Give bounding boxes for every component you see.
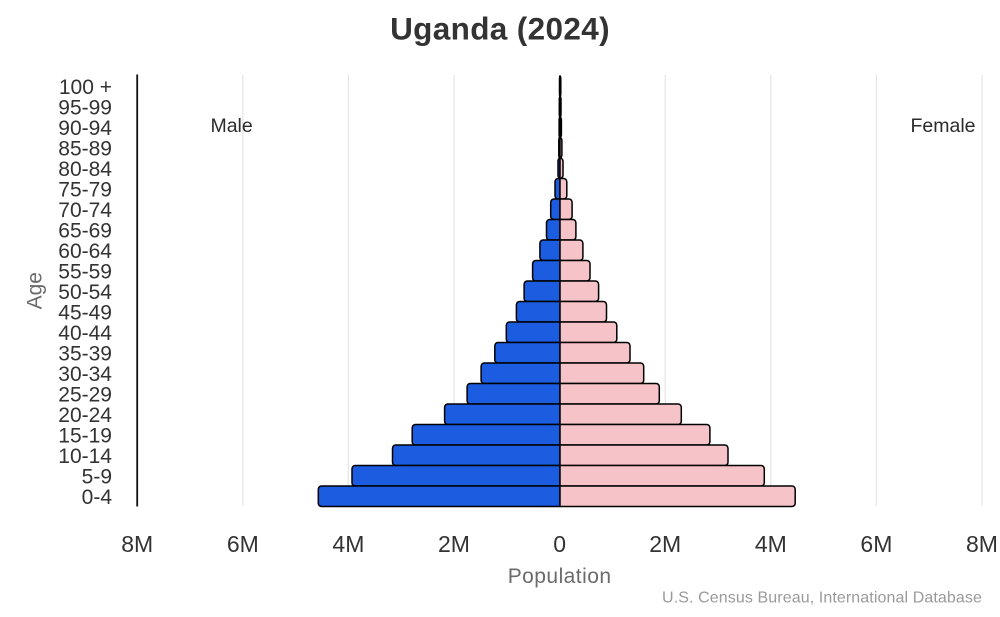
svg-text:8M: 8M bbox=[966, 531, 998, 557]
svg-text:15-19: 15-19 bbox=[58, 424, 112, 447]
svg-text:55-59: 55-59 bbox=[58, 260, 112, 283]
svg-text:0-4: 0-4 bbox=[82, 486, 113, 509]
svg-text:10-14: 10-14 bbox=[58, 445, 112, 468]
svg-text:85-89: 85-89 bbox=[58, 137, 112, 160]
svg-text:U.S. Census Bureau, Internatio: U.S. Census Bureau, International Databa… bbox=[662, 589, 982, 606]
svg-text:45-49: 45-49 bbox=[58, 301, 112, 324]
svg-text:4M: 4M bbox=[755, 531, 787, 557]
svg-text:75-79: 75-79 bbox=[58, 178, 112, 201]
svg-text:35-39: 35-39 bbox=[58, 342, 112, 365]
svg-text:6M: 6M bbox=[860, 531, 892, 557]
svg-text:4M: 4M bbox=[332, 531, 364, 557]
svg-text:Population: Population bbox=[508, 565, 612, 588]
svg-text:Female: Female bbox=[910, 115, 975, 137]
svg-text:80-84: 80-84 bbox=[58, 158, 112, 181]
svg-text:60-64: 60-64 bbox=[58, 240, 112, 263]
svg-text:70-74: 70-74 bbox=[58, 199, 112, 222]
svg-text:2M: 2M bbox=[438, 531, 470, 557]
svg-text:2M: 2M bbox=[649, 531, 681, 557]
svg-text:Uganda (2024): Uganda (2024) bbox=[390, 11, 610, 47]
svg-text:40-44: 40-44 bbox=[58, 322, 112, 345]
svg-text:Male: Male bbox=[210, 115, 252, 137]
svg-text:50-54: 50-54 bbox=[58, 281, 112, 304]
svg-text:65-69: 65-69 bbox=[58, 219, 112, 242]
svg-text:25-29: 25-29 bbox=[58, 383, 112, 406]
svg-text:0: 0 bbox=[553, 531, 566, 557]
svg-text:6M: 6M bbox=[227, 531, 259, 557]
svg-text:100 +: 100 + bbox=[59, 76, 112, 99]
svg-text:5-9: 5-9 bbox=[82, 465, 112, 488]
svg-text:20-24: 20-24 bbox=[58, 404, 112, 427]
svg-text:8M: 8M bbox=[121, 531, 153, 557]
svg-text:95-99: 95-99 bbox=[58, 96, 112, 119]
svg-text:Age: Age bbox=[24, 272, 47, 309]
svg-text:30-34: 30-34 bbox=[58, 363, 112, 386]
svg-text:90-94: 90-94 bbox=[58, 117, 112, 140]
